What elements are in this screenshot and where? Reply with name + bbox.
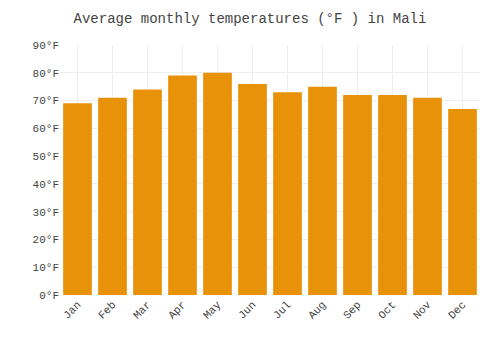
svg-text:Jun: Jun [236,299,258,321]
svg-text:Jul: Jul [271,299,293,321]
svg-text:60°F: 60°F [33,123,59,135]
svg-text:0°F: 0°F [39,290,59,302]
svg-text:Nov: Nov [411,299,434,322]
svg-text:Feb: Feb [96,299,118,321]
svg-text:Sep: Sep [341,299,363,321]
svg-text:Oct: Oct [376,299,398,321]
svg-text:90°F: 90°F [33,40,59,52]
svg-text:30°F: 30°F [33,207,59,219]
svg-text:Apr: Apr [166,299,188,321]
svg-text:40°F: 40°F [33,179,59,191]
svg-text:May: May [201,299,224,322]
svg-text:Mar: Mar [131,299,153,321]
svg-text:20°F: 20°F [33,234,59,246]
svg-text:Jan: Jan [61,299,83,321]
svg-text:Average monthly temperatures (: Average monthly temperatures (°F ) in Ma… [74,11,427,27]
svg-text:10°F: 10°F [33,262,59,274]
svg-text:70°F: 70°F [33,95,59,107]
svg-text:80°F: 80°F [33,68,59,80]
svg-text:Aug: Aug [306,299,328,321]
svg-text:50°F: 50°F [33,151,59,163]
svg-text:Dec: Dec [446,299,468,321]
